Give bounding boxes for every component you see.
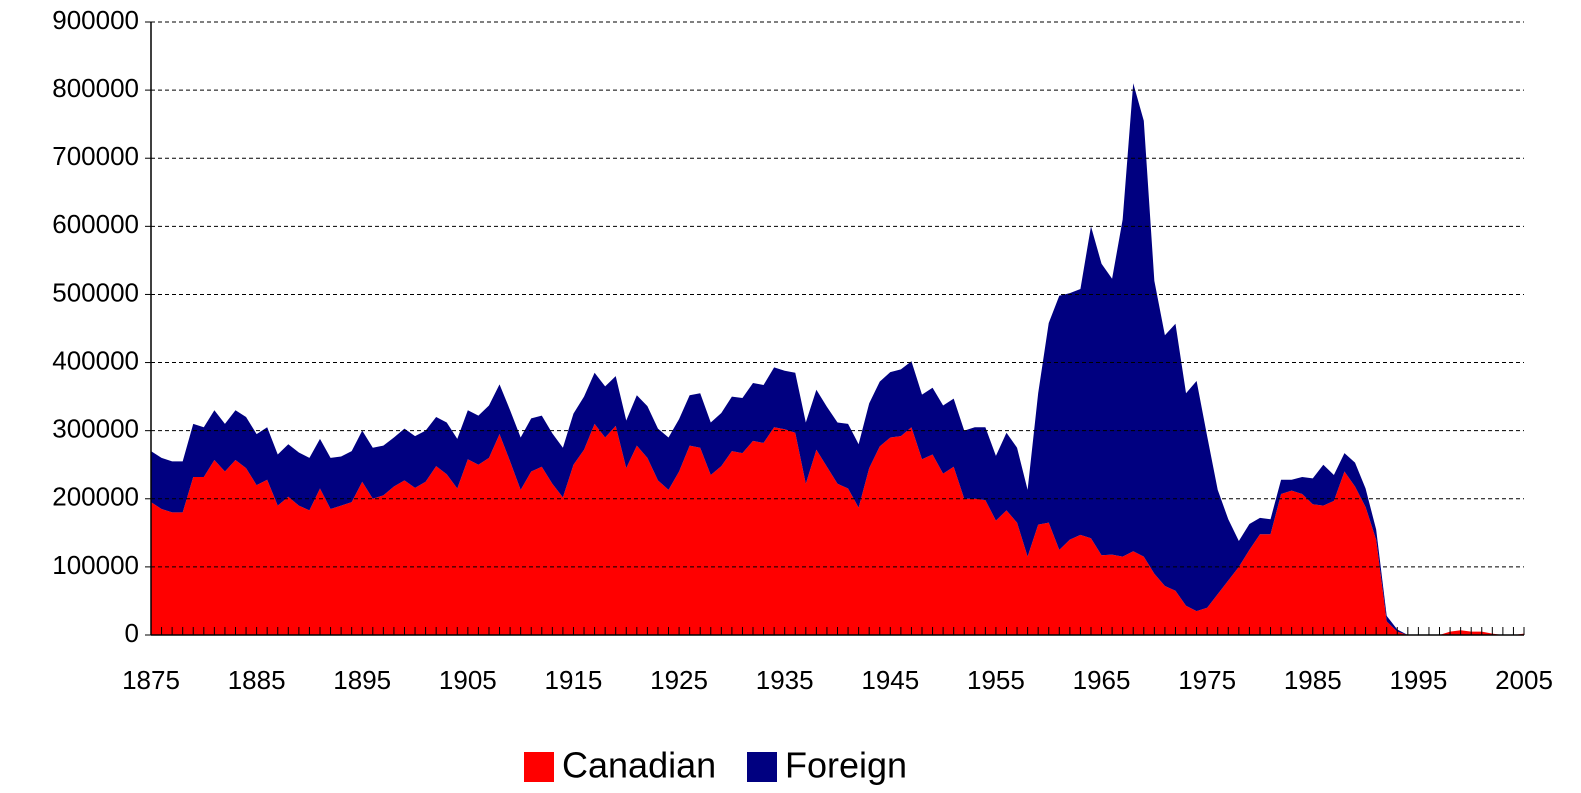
legend-label: Foreign bbox=[785, 745, 907, 786]
x-tick-label: 1895 bbox=[333, 665, 391, 695]
x-tick-label: 1935 bbox=[756, 665, 814, 695]
legend-swatch bbox=[747, 752, 777, 782]
x-tick-label: 1915 bbox=[545, 665, 603, 695]
x-tick-label: 1975 bbox=[1178, 665, 1236, 695]
x-tick-label: 1905 bbox=[439, 665, 497, 695]
y-tick-label: 600000 bbox=[52, 209, 139, 239]
y-tick-label: 100000 bbox=[52, 550, 139, 580]
y-tick-label: 0 bbox=[125, 618, 139, 648]
area bbox=[151, 423, 1524, 635]
y-tick-label: 400000 bbox=[52, 345, 139, 375]
x-tick-label: 1885 bbox=[228, 665, 286, 695]
y-tick-label: 900000 bbox=[52, 5, 139, 35]
x-tick-label: 1965 bbox=[1073, 665, 1131, 695]
y-tick-label: 700000 bbox=[52, 141, 139, 171]
y-tick-label: 300000 bbox=[52, 414, 139, 444]
x-tick-label: 1955 bbox=[967, 665, 1025, 695]
x-tick-label: 1875 bbox=[122, 665, 180, 695]
legend-swatch bbox=[524, 752, 554, 782]
area bbox=[151, 83, 1524, 636]
legend-label: Canadian bbox=[562, 745, 716, 786]
x-tick-label: 1945 bbox=[861, 665, 919, 695]
x-tick-label: 2005 bbox=[1495, 665, 1553, 695]
x-tick-label: 1985 bbox=[1284, 665, 1342, 695]
y-tick-label: 800000 bbox=[52, 73, 139, 103]
y-tick-label: 500000 bbox=[52, 277, 139, 307]
x-tick-label: 1925 bbox=[650, 665, 708, 695]
x-tick-label: 1995 bbox=[1389, 665, 1447, 695]
y-tick-label: 200000 bbox=[52, 482, 139, 512]
